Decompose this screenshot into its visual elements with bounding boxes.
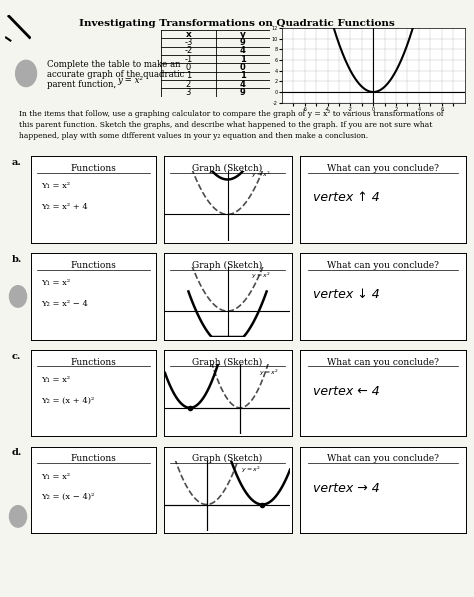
- Text: Y₂ = (x + 4)²: Y₂ = (x + 4)²: [41, 396, 94, 405]
- Text: c.: c.: [12, 352, 21, 361]
- Text: What can you conclude?: What can you conclude?: [327, 358, 439, 367]
- Text: Y₁ = x²: Y₁ = x²: [41, 183, 70, 190]
- Text: 9: 9: [240, 88, 246, 97]
- Text: d.: d.: [12, 448, 22, 457]
- Text: vertex ↓ 4: vertex ↓ 4: [313, 288, 380, 301]
- Text: What can you conclude?: What can you conclude?: [327, 454, 439, 463]
- Text: 0: 0: [240, 63, 246, 72]
- Text: vertex ↑ 4: vertex ↑ 4: [313, 192, 380, 204]
- Text: Functions: Functions: [71, 164, 117, 173]
- Text: Functions: Functions: [71, 454, 117, 463]
- Text: Y₁ = x²: Y₁ = x²: [41, 279, 70, 287]
- Text: -2: -2: [184, 46, 192, 56]
- Text: Y₂ = x² − 4: Y₂ = x² − 4: [41, 300, 88, 308]
- Text: What can you conclude?: What can you conclude?: [327, 164, 439, 173]
- Text: 1: 1: [240, 54, 246, 64]
- Text: Y₁ = x²: Y₁ = x²: [41, 473, 70, 481]
- Text: 1: 1: [186, 71, 191, 81]
- Text: $y=x^2$: $y=x^2$: [251, 170, 271, 180]
- Text: 3: 3: [186, 88, 191, 97]
- Text: 0: 0: [186, 63, 191, 72]
- Text: Y₁ = x²: Y₁ = x²: [41, 376, 70, 384]
- Text: b.: b.: [12, 255, 22, 264]
- Text: Y₂ = (x − 4)²: Y₂ = (x − 4)²: [41, 493, 94, 501]
- Text: 4: 4: [240, 79, 246, 89]
- Text: vertex ← 4: vertex ← 4: [313, 385, 380, 398]
- Text: -3: -3: [184, 38, 192, 47]
- Text: a.: a.: [12, 158, 22, 167]
- Text: Graph (Sketch): Graph (Sketch): [192, 358, 263, 367]
- Text: $y=x^2$: $y=x^2$: [259, 368, 279, 378]
- Text: $y=x^2$: $y=x^2$: [251, 271, 271, 281]
- Text: 2: 2: [186, 79, 191, 89]
- Text: Graph (Sketch): Graph (Sketch): [192, 261, 263, 270]
- Text: y = x²: y = x²: [117, 76, 143, 85]
- Text: Functions: Functions: [71, 358, 117, 367]
- Text: 4: 4: [240, 46, 246, 56]
- Text: Y₂ = x² + 4: Y₂ = x² + 4: [41, 203, 88, 211]
- Text: 9: 9: [240, 38, 246, 47]
- Text: vertex → 4: vertex → 4: [313, 482, 380, 494]
- Text: Investigating Transformations on Quadratic Functions: Investigating Transformations on Quadrat…: [79, 19, 395, 28]
- Text: What can you conclude?: What can you conclude?: [327, 261, 439, 270]
- Text: Complete the table to make an
accurate graph of the quadratic
parent function,: Complete the table to make an accurate g…: [47, 60, 185, 90]
- Text: -1: -1: [184, 54, 192, 64]
- Text: y: y: [240, 29, 246, 39]
- Text: Functions: Functions: [71, 261, 117, 270]
- Text: $y=x^2$: $y=x^2$: [241, 464, 261, 475]
- Text: 1: 1: [240, 71, 246, 81]
- Text: Graph (Sketch): Graph (Sketch): [192, 164, 263, 173]
- Text: x: x: [185, 29, 191, 39]
- Text: Graph (Sketch): Graph (Sketch): [192, 454, 263, 463]
- Text: In the items that follow, use a graphing calculator to compare the graph of y = : In the items that follow, use a graphing…: [19, 110, 444, 140]
